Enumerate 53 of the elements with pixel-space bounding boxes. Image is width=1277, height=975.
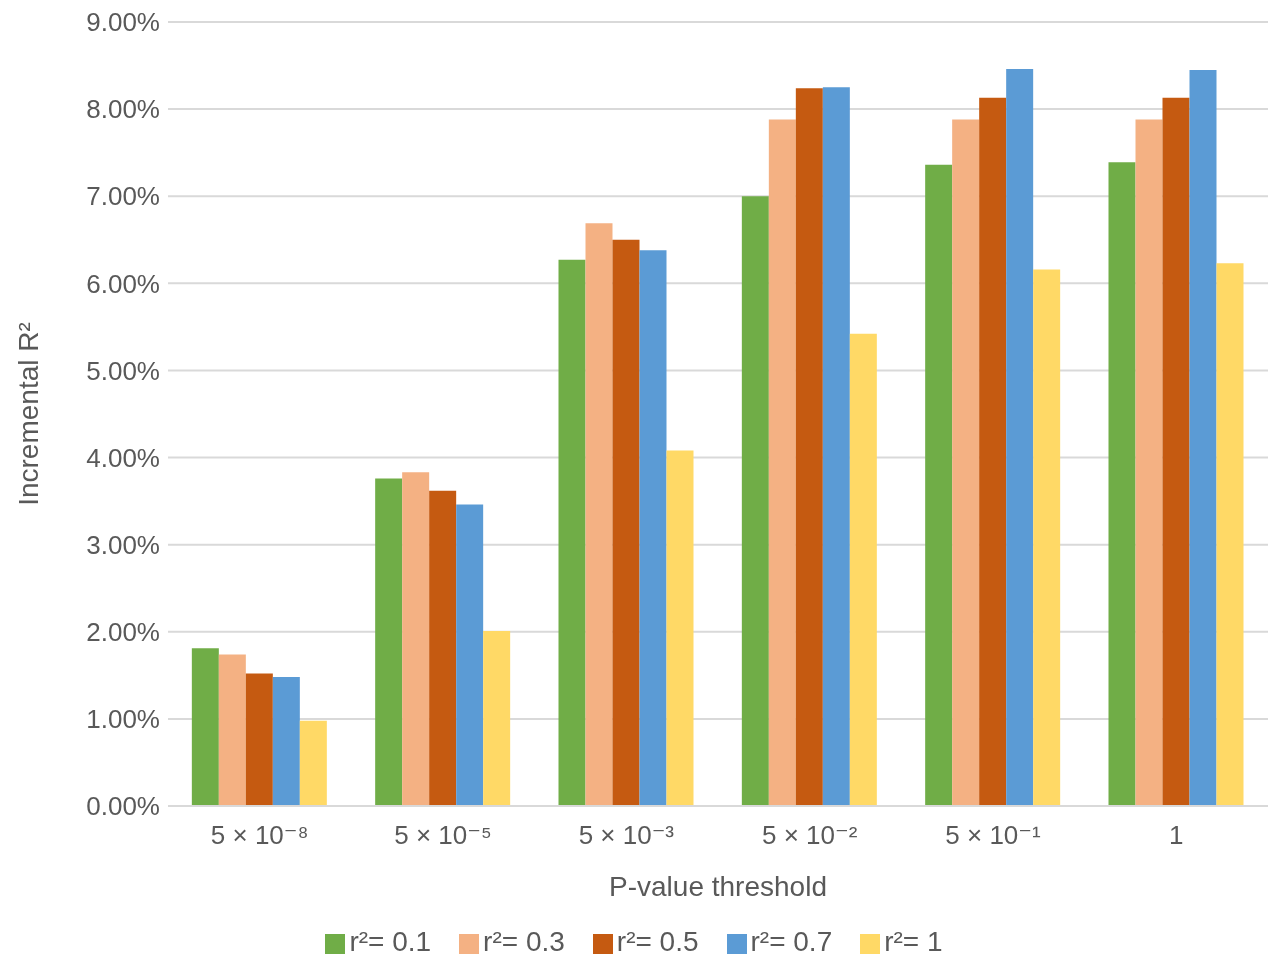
legend-label: r²= 0.5: [616, 926, 699, 957]
bar: [1135, 119, 1163, 806]
bar: [1006, 69, 1034, 806]
bar: [795, 88, 823, 806]
bar: [666, 450, 694, 806]
bar: [402, 472, 430, 806]
y-tick-label: 5.00%: [86, 355, 160, 386]
y-tick-label: 4.00%: [86, 442, 160, 473]
x-tick-label: 5 × 10⁻²: [761, 820, 858, 851]
legend-label: r²= 0.3: [483, 926, 565, 957]
legend-label: r²= 0.7: [750, 926, 833, 957]
bar: [456, 504, 484, 806]
x-tick-label: 5 × 10⁻¹: [945, 820, 1042, 851]
bar: [272, 677, 300, 806]
bar: [585, 223, 613, 806]
bar: [741, 196, 769, 806]
bar: [952, 119, 980, 806]
y-tick-label: 9.00%: [86, 7, 160, 38]
bar: [822, 87, 850, 806]
bar: [849, 333, 877, 806]
y-tick-label: 0.00%: [86, 791, 160, 822]
bar: [245, 673, 273, 806]
bar: [375, 478, 403, 806]
bar: [1216, 263, 1244, 806]
x-axis-title: P-value threshold: [609, 871, 827, 902]
bar: [299, 720, 327, 806]
bar: [558, 259, 586, 806]
legend-label: r²= 0.1: [349, 926, 432, 957]
bar: [1033, 269, 1061, 806]
bar: [1108, 162, 1136, 806]
bar: [483, 630, 511, 806]
bar: [925, 164, 953, 806]
y-tick-label: 3.00%: [86, 529, 160, 560]
bar: [768, 119, 796, 806]
bar: [1162, 97, 1190, 806]
x-tick-label: 5 × 10⁻⁵: [394, 820, 492, 851]
y-tick-label: 2.00%: [86, 617, 160, 648]
y-tick-label: 8.00%: [86, 94, 160, 125]
bar: [979, 97, 1007, 806]
y-tick-label: 7.00%: [86, 181, 160, 212]
bar: [1189, 69, 1217, 806]
bar: [612, 239, 640, 806]
y-axis-title: Incremental R²: [12, 322, 44, 506]
y-tick-label: 1.00%: [86, 704, 160, 735]
y-tick-label: 6.00%: [86, 268, 160, 299]
bar: [429, 490, 457, 806]
bar: [191, 648, 219, 806]
x-tick-label: 5 × 10⁻³: [578, 820, 675, 851]
bar: [639, 250, 667, 806]
x-tick-label: 1: [1169, 820, 1184, 851]
legend-label: r²= 1: [884, 926, 943, 957]
x-tick-label: 5 × 10⁻⁸: [210, 820, 309, 851]
bar: [218, 654, 246, 806]
